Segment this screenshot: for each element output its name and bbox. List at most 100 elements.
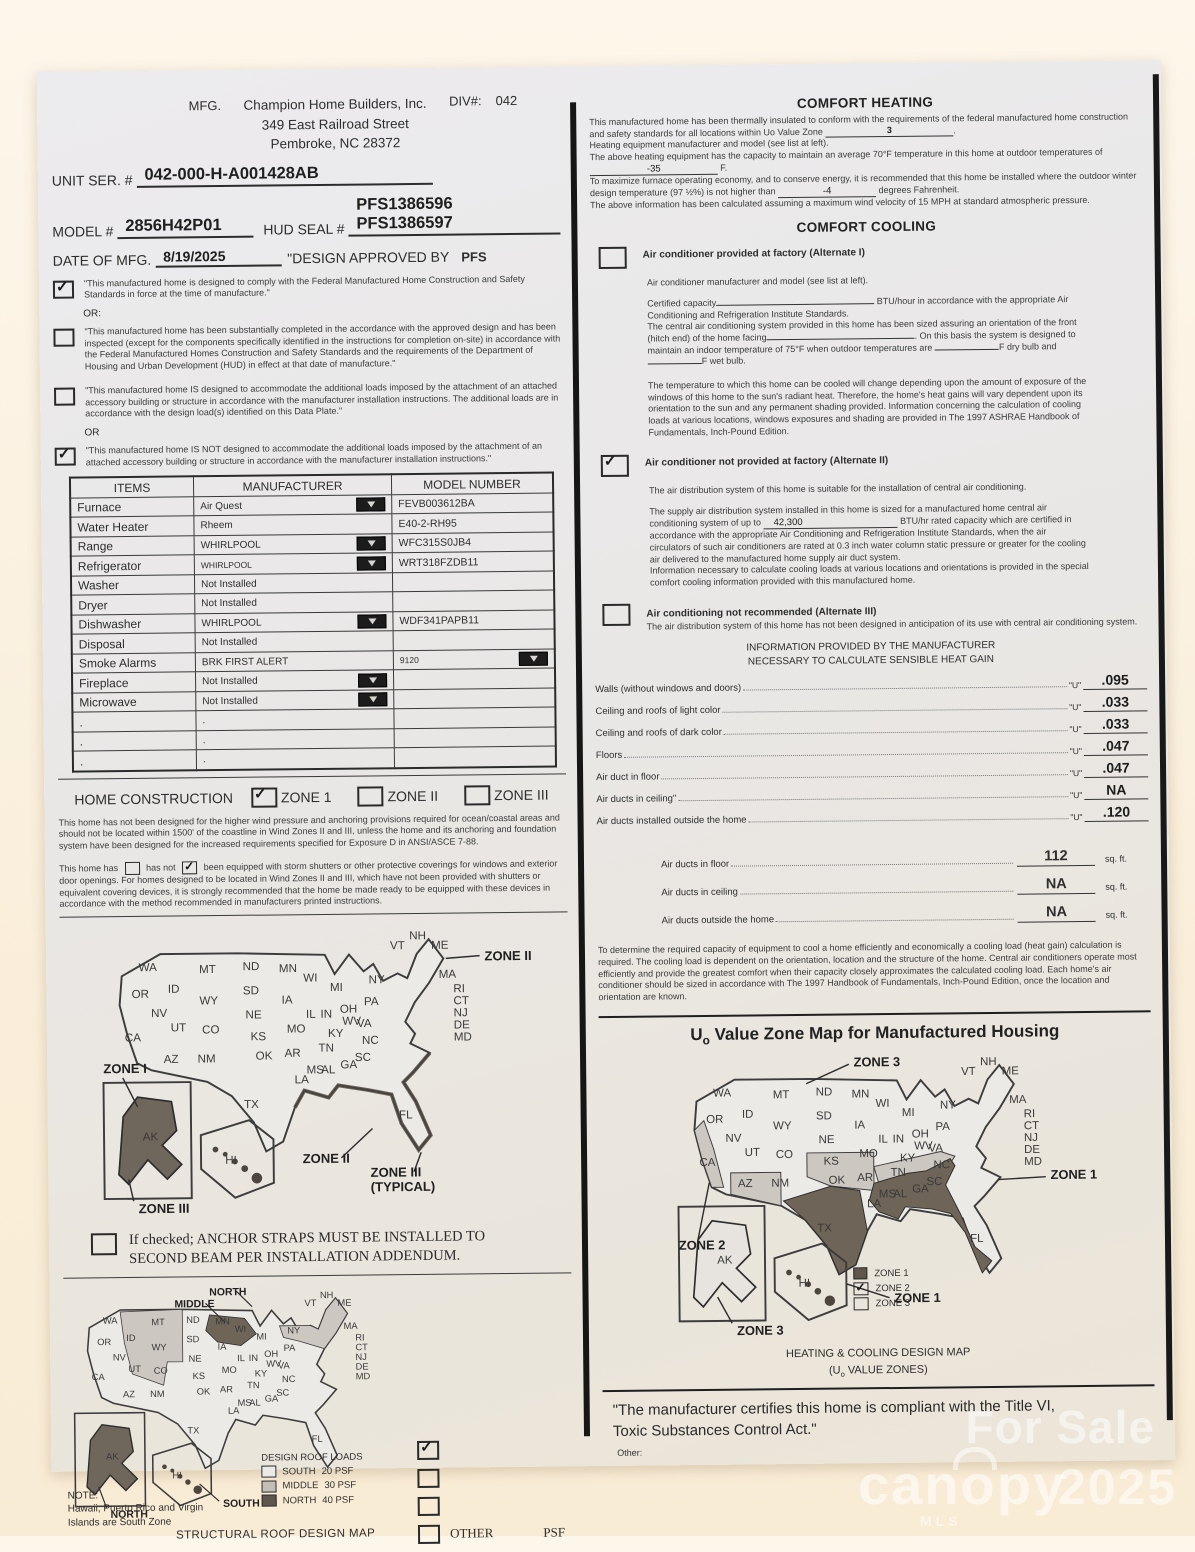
has-shutters-checkbox[interactable] <box>124 861 140 875</box>
state-label: WY <box>199 994 218 1007</box>
zone3-empty-swatch[interactable] <box>853 1297 869 1311</box>
middle-label: MIDDLE <box>282 1480 319 1492</box>
state-label: KY <box>328 1027 344 1040</box>
zone1-label: ZONE 1 <box>280 788 332 806</box>
state-label: NC <box>282 1373 296 1383</box>
alternate2-checkbox[interactable] <box>600 455 629 478</box>
manufacturer-header: MFG. Champion Home Builders, Inc. 349 Ea… <box>51 92 560 156</box>
state-label: WY <box>152 1342 167 1352</box>
dropdown-icon[interactable] <box>356 536 386 551</box>
zone-leader-line <box>340 1127 374 1159</box>
state-label: NM <box>198 1052 216 1065</box>
has-not-shutters-checkbox[interactable] <box>182 861 198 875</box>
zone-leader-line <box>805 1063 850 1085</box>
alternate1-checkbox[interactable] <box>598 246 627 270</box>
zone2-checked-swatch[interactable] <box>853 1282 869 1296</box>
state-label: HI <box>172 1470 181 1480</box>
dropdown-icon[interactable] <box>357 614 387 629</box>
duct-row-value[interactable]: 112 <box>1016 848 1096 868</box>
mfr-cell: Air Quest <box>200 500 243 512</box>
zone2-option: ZONE II <box>357 786 438 807</box>
state-label: NY <box>940 1100 956 1112</box>
cert-substantially-completed-checkbox[interactable] <box>53 328 75 347</box>
state-label: NJ <box>454 1006 468 1019</box>
suitable-paragraph: The air distribution system of this home… <box>649 481 1027 496</box>
state-label: NJ <box>355 1351 366 1361</box>
zone2-checkbox[interactable] <box>357 786 384 807</box>
zone-label: ZONE 1 <box>894 1290 941 1305</box>
state-label: CA <box>699 1157 715 1169</box>
u-mark: "U" <box>1070 812 1083 823</box>
dropdown-icon[interactable] <box>518 651 548 666</box>
dropdown-icon[interactable] <box>358 692 388 707</box>
state-label: NM <box>771 1178 789 1190</box>
u-row-value[interactable]: .095 <box>1083 671 1148 691</box>
cert-standards-checkbox[interactable] <box>52 280 75 299</box>
roof-load-checkbox-1[interactable] <box>417 1440 440 1460</box>
middle-psf: 30 PSF <box>324 1479 357 1492</box>
state-label: WI <box>303 971 317 984</box>
state-label: DE <box>1024 1144 1040 1156</box>
state-label: MT <box>199 963 216 976</box>
zone3-checkbox[interactable] <box>464 784 491 806</box>
zone3-label: ZONE III <box>494 786 549 803</box>
u-row-value[interactable]: .047 <box>1083 759 1149 779</box>
u-row-value[interactable]: NA <box>1084 781 1149 801</box>
state-label: TX <box>244 1098 259 1111</box>
left-column: MFG. Champion Home Builders, Inc. 349 Ea… <box>51 84 574 1552</box>
alternate3-checkbox[interactable] <box>602 603 631 626</box>
duct-row-value[interactable]: NA <box>1017 904 1096 924</box>
model-cell <box>394 726 556 748</box>
design-temp-value[interactable]: -4 <box>778 186 877 199</box>
state-label: CA <box>125 1031 142 1044</box>
state-label: KS <box>824 1156 840 1168</box>
state-label: ID <box>126 1332 136 1342</box>
state-label: RI <box>1024 1108 1036 1120</box>
zone-leader-line <box>445 954 480 959</box>
u-row-value[interactable]: .120 <box>1084 803 1149 823</box>
div-label: DIV#: <box>448 93 482 109</box>
dropdown-icon[interactable] <box>356 555 386 571</box>
home-construction-title: HOME CONSTRUCTION <box>74 789 234 808</box>
zone-leader-line <box>199 1483 220 1502</box>
state-label: CT <box>355 1342 368 1352</box>
item-cell: Fireplace <box>72 672 196 693</box>
u0-zone1-label: ZONE 1 <box>874 1267 909 1280</box>
roof-load-checkbox-3[interactable] <box>417 1496 440 1516</box>
u-row-value[interactable]: .047 <box>1083 737 1148 757</box>
state-label: RI <box>355 1332 364 1342</box>
state-label: MD <box>1024 1156 1042 1168</box>
uo-zone-value[interactable]: 3 <box>825 125 954 138</box>
cert-is-designed-checkbox[interactable] <box>54 387 76 406</box>
state-label: UT <box>128 1363 141 1373</box>
date-design-line: DATE OF MFG. 8/19/2025 "DESIGN APPROVED … <box>53 244 561 268</box>
u-value-row: Air ducts installed outside the home "U"… <box>596 803 1149 827</box>
state-label: PA <box>364 995 379 1008</box>
state-label: AK <box>143 1130 159 1143</box>
roof-other-row: OTHER PSF <box>417 1523 565 1544</box>
model-cell <box>393 687 556 709</box>
duct-row-unit: sq. ft. <box>1105 881 1128 893</box>
u-value-row: Floors "U" .047 <box>596 737 1148 761</box>
state-label: AK <box>717 1255 733 1267</box>
u-row-value[interactable]: .033 <box>1083 693 1148 713</box>
mfr-cell: Not Installed <box>202 675 258 688</box>
zone1-checkbox[interactable] <box>250 787 278 808</box>
duct-area-row: Air ducts in floor 112 sq. ft. <box>597 848 1149 872</box>
state-label: DE <box>356 1361 369 1371</box>
state-label: OH <box>340 1002 358 1015</box>
u0-zone3-label: ZONE 3 <box>875 1298 911 1310</box>
item-cell: Dishwasher <box>71 613 196 635</box>
roof-other-checkbox[interactable] <box>417 1524 441 1544</box>
cert-is-not-designed-checkbox[interactable] <box>54 447 76 466</box>
dropdown-icon[interactable] <box>358 672 388 688</box>
anchor-straps-checkbox[interactable] <box>90 1233 118 1256</box>
storm-shutters-paragraph: This home has has not been equipped with… <box>59 857 567 910</box>
model-cell <box>393 629 555 651</box>
roof-load-checkbox-2[interactable] <box>417 1468 440 1488</box>
u-row-value[interactable]: .033 <box>1083 715 1148 735</box>
duct-row-value[interactable]: NA <box>1017 876 1096 896</box>
state-label: AZ <box>738 1178 753 1190</box>
mfr-cell: WHIRLPOOL <box>201 617 262 629</box>
dropdown-icon[interactable] <box>356 497 386 512</box>
